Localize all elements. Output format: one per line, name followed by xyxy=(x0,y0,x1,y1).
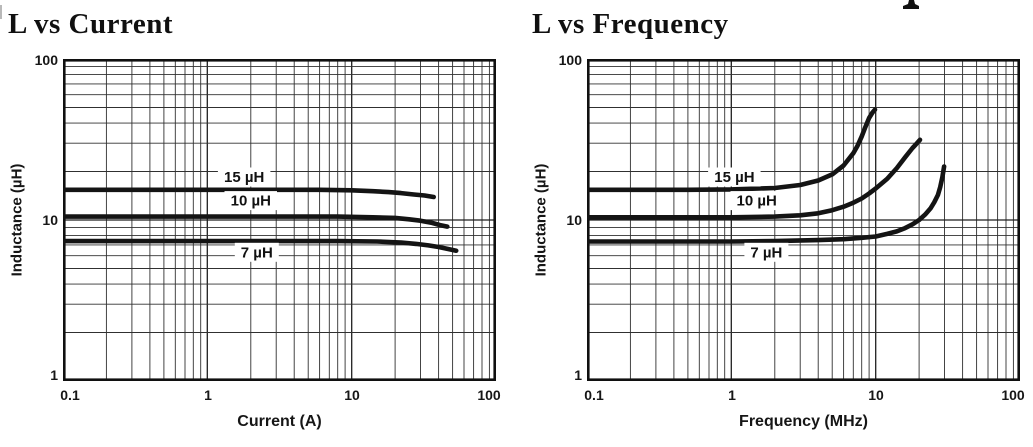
y-tick-label: 1 xyxy=(50,367,58,383)
y-tick-label: 100 xyxy=(34,52,58,68)
l-vs-current-chart: L vs Current Inductance (µH) 100 10 1 15… xyxy=(0,0,509,447)
plot-area: 15 µH 10 µH 7 µH xyxy=(63,59,496,381)
series-label: 10 µH xyxy=(231,193,271,210)
curve-10-uh xyxy=(63,214,450,229)
chart-title: L vs Current xyxy=(8,8,173,40)
series-label-bg xyxy=(224,191,277,211)
x-tick-label: 1 xyxy=(728,387,736,403)
curve-10-uh xyxy=(587,137,923,220)
y-tick-label: 1 xyxy=(574,367,582,383)
series-label: 7 µH xyxy=(750,244,782,261)
x-tick-label: 0.1 xyxy=(584,387,604,403)
plot-area: 15 µH 10 µH 7 µH xyxy=(587,59,1020,381)
x-tick-label: 100 xyxy=(477,387,501,403)
series-label-bg xyxy=(708,167,761,187)
x-tick-label: 0.1 xyxy=(60,387,80,403)
curve-7-uh xyxy=(587,164,947,244)
y-tick-label: 10 xyxy=(42,212,58,228)
x-tick-label: 10 xyxy=(868,387,884,403)
series-label: 7 µH xyxy=(241,244,273,261)
series-label: 15 µH xyxy=(714,169,754,186)
cropped-letter-fragment xyxy=(903,0,919,9)
series-label-bg xyxy=(744,242,789,262)
x-tick-label: 10 xyxy=(344,387,360,403)
chart-title: L vs Frequency xyxy=(532,8,729,40)
curve-15-uh xyxy=(587,107,878,193)
x-tick-label: 1 xyxy=(204,387,212,403)
series-label-bg xyxy=(234,242,279,262)
y-tick-label: 10 xyxy=(566,212,582,228)
curve-7-uh xyxy=(63,238,459,253)
curve-15-uh xyxy=(63,187,436,200)
y-tick-label: 100 xyxy=(558,52,582,68)
x-tick-label: 100 xyxy=(1001,387,1025,403)
series-label-bg xyxy=(730,191,783,211)
plot-border xyxy=(587,59,1020,381)
x-axis-label: Current (A) xyxy=(237,413,322,430)
plot-border xyxy=(63,59,496,381)
series-label: 15 µH xyxy=(224,169,264,186)
l-vs-frequency-chart: L vs Frequency Inductance (µH) 100 10 1 … xyxy=(524,0,1033,447)
cropped-edge-fragment xyxy=(0,5,2,19)
series-label: 10 µH xyxy=(737,193,777,210)
series-label-bg xyxy=(217,167,271,187)
x-axis-label: Frequency (MHz) xyxy=(739,413,868,430)
